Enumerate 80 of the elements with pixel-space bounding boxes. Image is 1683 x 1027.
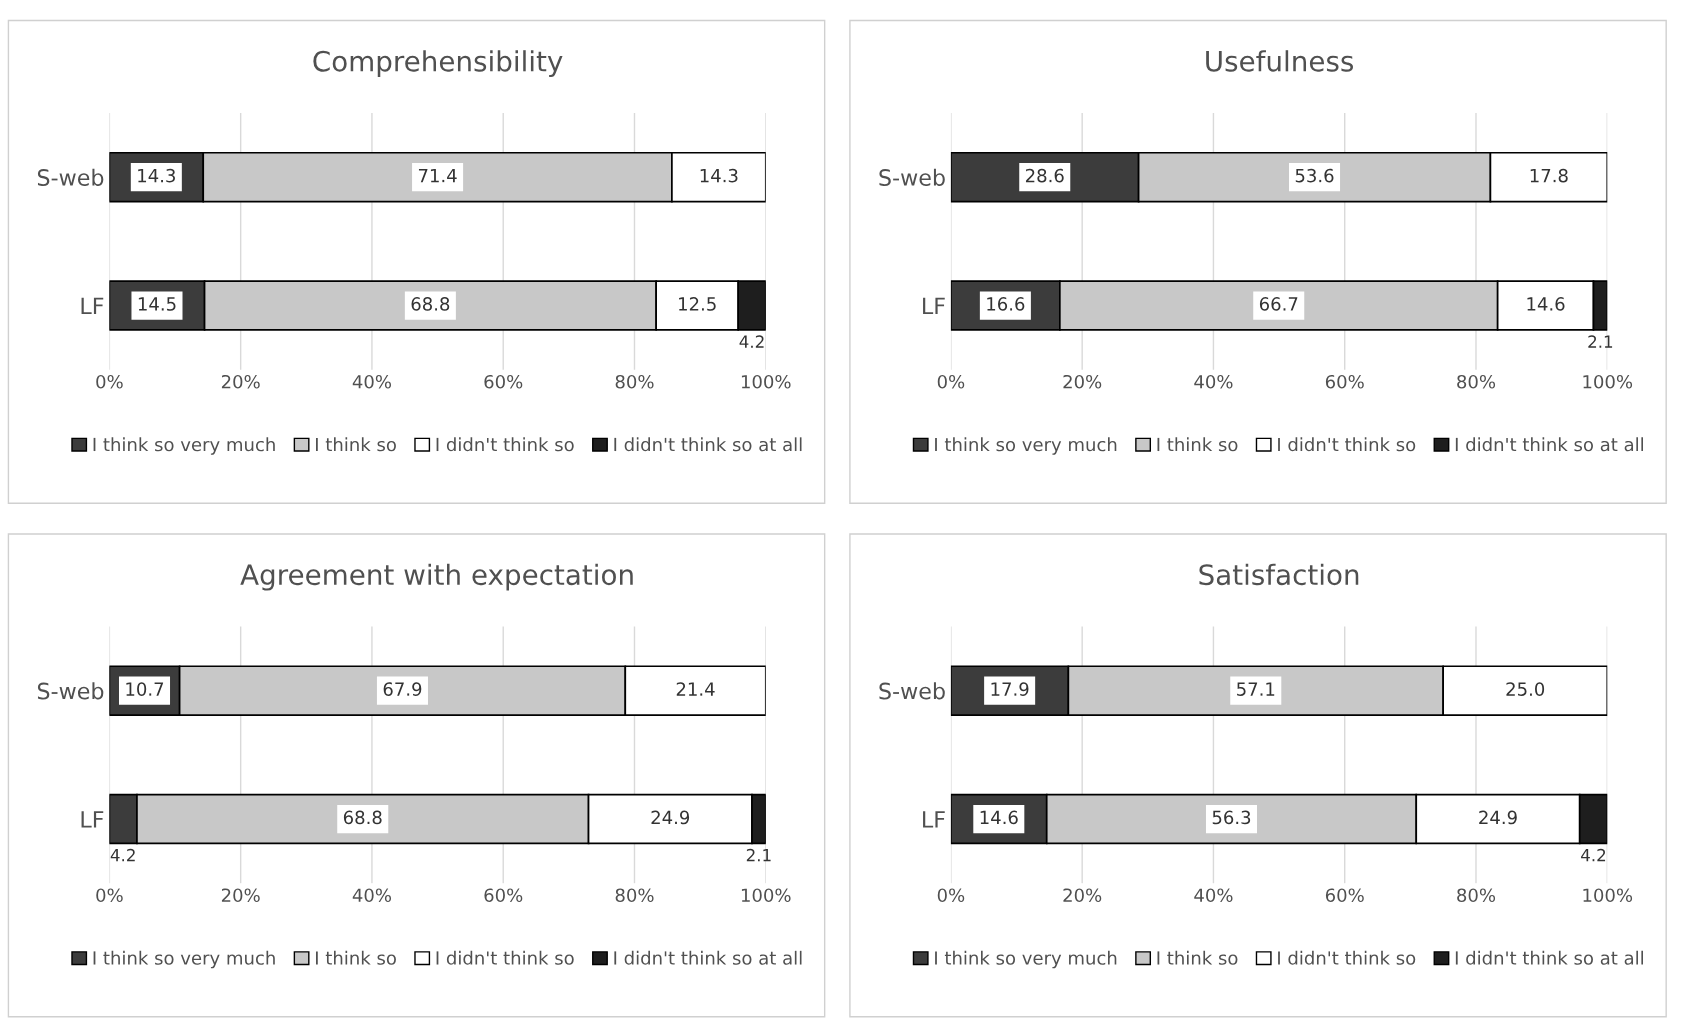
x-tick-label: 0%	[96, 888, 123, 903]
y-tick-label: S-web	[879, 168, 945, 186]
x-tick-label: 100%	[741, 888, 791, 903]
x-tick-label: 100%	[1583, 888, 1633, 903]
y-tick-label: LF	[81, 297, 104, 314]
x-tick-label: 80%	[615, 888, 654, 903]
y-tick-label: S-web	[37, 682, 104, 700]
legend-label: I think so very much	[935, 950, 1117, 969]
data-label: 12.5	[679, 297, 716, 311]
data-label: 14.6	[1527, 297, 1565, 311]
data-label: 67.9	[383, 682, 422, 696]
legend-label: I think so	[1157, 437, 1238, 452]
y-tick-label: S-web	[879, 682, 945, 700]
data-label: 4.2	[1581, 848, 1606, 862]
x-tick-label: 0%	[937, 374, 965, 389]
legend-label: I think so very much	[93, 950, 275, 969]
x-tick-label: 0%	[937, 888, 965, 903]
legend-label: I didn't think so at all	[614, 437, 802, 452]
data-label: 25.0	[1506, 682, 1545, 696]
data-label: 53.6	[1295, 168, 1334, 183]
data-label: 4.2	[110, 848, 135, 862]
data-label: 57.1	[1237, 682, 1275, 696]
data-label: 24.9	[1479, 810, 1517, 825]
data-label: 21.4	[676, 682, 715, 696]
data-label: 56.3	[1212, 810, 1251, 825]
data-label: 24.9	[651, 810, 690, 825]
chart-title: Comprehensibility	[313, 50, 563, 78]
legend-label: I didn't think so	[436, 950, 574, 965]
y-tick-label: S-web	[37, 168, 104, 186]
data-label: 14.6	[980, 810, 1018, 825]
legend-label: I think so	[316, 950, 396, 965]
data-label: 16.6	[987, 297, 1025, 311]
x-tick-label: 20%	[1063, 888, 1102, 903]
x-tick-label: 80%	[615, 374, 654, 389]
legend-label: I think so very much	[935, 437, 1117, 455]
x-tick-label: 100%	[741, 374, 791, 389]
legend-label: I didn't think so at all	[614, 950, 802, 965]
y-tick-label: LF	[923, 811, 945, 828]
legend-label: I think so	[316, 437, 396, 452]
x-tick-label: 0%	[96, 374, 123, 389]
legend-label: I didn't think so	[436, 437, 574, 452]
data-label: 14.5	[138, 297, 176, 311]
x-tick-label: 100%	[1583, 374, 1633, 389]
x-tick-label: 60%	[484, 374, 523, 389]
x-tick-label: 20%	[221, 374, 260, 389]
x-tick-label: 20%	[1063, 374, 1102, 389]
chart-title: Agreement with expectation	[240, 563, 633, 591]
data-label: 71.4	[418, 168, 457, 183]
data-label: 14.3	[138, 168, 175, 183]
x-tick-label: 40%	[352, 374, 392, 389]
data-label: 68.8	[343, 810, 382, 825]
data-label: 28.6	[1025, 168, 1064, 183]
legend-label: I didn't think so at all	[1455, 437, 1643, 452]
data-label: 2.1	[746, 848, 771, 862]
data-label: 10.7	[126, 682, 164, 696]
y-tick-label: LF	[81, 811, 104, 828]
x-tick-label: 20%	[221, 888, 260, 903]
legend-label: I didn't think so	[1278, 950, 1416, 965]
x-tick-label: 60%	[1325, 374, 1364, 389]
data-label: 2.1	[1588, 335, 1613, 348]
legend-label: I think so very much	[93, 437, 275, 455]
y-tick-label: LF	[923, 297, 945, 314]
data-label: 68.8	[411, 297, 450, 311]
x-tick-label: 40%	[352, 888, 392, 903]
chart-title: Satisfaction	[1199, 563, 1359, 586]
data-label: 66.7	[1259, 297, 1298, 311]
x-tick-label: 80%	[1457, 374, 1496, 389]
data-label: 14.3	[700, 168, 738, 183]
x-tick-label: 40%	[1194, 888, 1233, 903]
legend-label: I didn't think so	[1278, 437, 1416, 452]
legend-label: I think so	[1157, 950, 1238, 965]
data-label: 17.9	[991, 682, 1029, 696]
x-tick-label: 60%	[484, 888, 523, 903]
data-label: 17.8	[1530, 168, 1568, 183]
x-tick-label: 40%	[1194, 374, 1233, 389]
x-tick-label: 60%	[1325, 888, 1364, 903]
x-tick-label: 80%	[1457, 888, 1496, 903]
legend-label: I didn't think so at all	[1455, 950, 1643, 965]
chart-title: Usefulness	[1206, 50, 1354, 72]
data-label: 4.2	[739, 335, 764, 348]
